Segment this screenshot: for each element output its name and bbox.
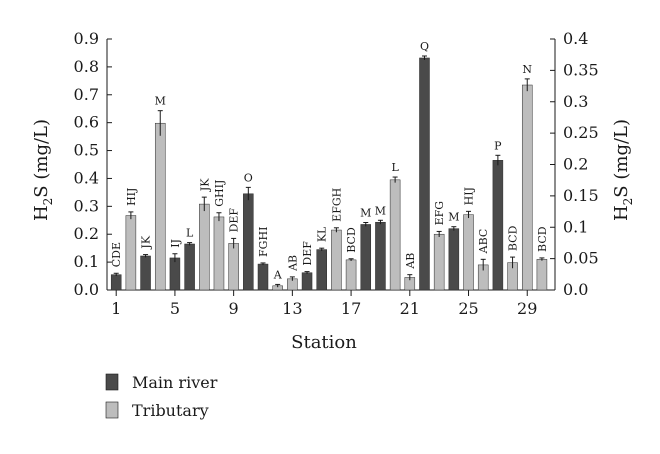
significance-label: ABC <box>477 229 490 255</box>
bar <box>199 203 210 291</box>
significance-label: FGHI <box>257 227 270 257</box>
significance-label: BCD <box>536 226 549 252</box>
y-tick-label-right: 0.0 <box>563 280 588 299</box>
y-tick-label-right: 0.3 <box>563 92 588 111</box>
bar <box>448 228 460 291</box>
legend-swatch-main-river <box>105 373 119 391</box>
legend: Main river Tributary <box>105 373 218 420</box>
y-tick-label-right: 0.1 <box>563 217 588 236</box>
y-tick-label-right: 0.35 <box>563 60 599 79</box>
bar <box>433 233 445 291</box>
significance-label: JK <box>198 178 211 192</box>
significance-label: M <box>155 95 166 108</box>
significance-label: CDE <box>110 242 123 267</box>
bar <box>521 84 533 291</box>
y-tick-label-right: 0.05 <box>563 249 599 268</box>
y-tick-label-left: 0.1 <box>74 252 99 271</box>
bar <box>257 263 269 291</box>
bar <box>184 243 195 291</box>
y-axis-title-left: H2S (mg/L) <box>31 119 55 221</box>
significance-label: DEF <box>228 208 241 233</box>
y-tick-label-right: 0.15 <box>563 186 599 205</box>
x-tick-label: 21 <box>400 299 420 318</box>
bar <box>228 243 239 291</box>
x-tick-label: 25 <box>458 299 478 318</box>
y-tick-label-left: 0.5 <box>74 141 99 160</box>
bar <box>154 122 166 291</box>
significance-label: Q <box>420 40 429 53</box>
bar <box>213 216 225 291</box>
x-tick-label: 13 <box>282 299 302 318</box>
y-tick-label-right: 0.4 <box>563 29 588 48</box>
bar <box>316 249 327 291</box>
y-tick-label-left: 0.2 <box>74 224 99 243</box>
bar <box>345 259 357 291</box>
bar <box>140 255 151 291</box>
significance-label: O <box>244 171 253 184</box>
bar <box>125 215 137 291</box>
significance-label: M <box>448 211 459 224</box>
significance-label: IJ <box>169 239 182 248</box>
y-axis-title-right: H2S (mg/L) <box>611 119 635 221</box>
significance-label: AB <box>404 253 417 270</box>
significance-label: P <box>494 139 502 152</box>
left-axis-title-group: H2S (mg/L) <box>31 119 55 221</box>
bar <box>360 224 372 291</box>
x-axis-title: Station <box>291 332 357 353</box>
y-tick-label-left: 0.0 <box>74 280 99 299</box>
bar <box>331 229 342 291</box>
significance-label: BCD <box>507 225 520 251</box>
y-tick-label-right: 0.2 <box>563 155 588 174</box>
significance-label: A <box>273 268 283 281</box>
bar <box>389 179 401 291</box>
significance-label: JK <box>140 235 153 249</box>
significance-label: HIJ <box>125 188 138 206</box>
x-tick-label: 9 <box>229 299 239 318</box>
bar <box>169 257 181 291</box>
y-tick-label-right: 0.25 <box>563 123 599 142</box>
significance-label: L <box>186 227 194 240</box>
legend-swatch-tributary <box>105 401 119 419</box>
x-tick-label: 1 <box>111 299 121 318</box>
bar <box>492 160 504 291</box>
bar <box>463 214 474 291</box>
y-tick-label-left: 0.3 <box>74 196 99 215</box>
y-tick-label-left: 0.7 <box>74 85 99 104</box>
right-axis-title-group: H2S (mg/L) <box>611 119 635 221</box>
significance-label: L <box>391 161 399 174</box>
significance-label: AB <box>286 255 299 272</box>
significance-label: BCD <box>345 227 358 253</box>
significance-label: N <box>522 63 532 76</box>
y-tick-label-left: 0.4 <box>74 168 99 187</box>
bar <box>110 274 122 291</box>
legend-label-main-river: Main river <box>132 373 218 392</box>
y-tick-label-left: 0.6 <box>74 113 99 132</box>
x-tick-label: 17 <box>341 299 361 318</box>
bar <box>536 259 548 291</box>
bar <box>375 221 386 291</box>
significance-label: M <box>360 207 371 220</box>
bar <box>243 193 254 291</box>
significance-label: KL <box>316 226 329 242</box>
bar <box>301 272 313 291</box>
significance-label: EFG <box>433 201 446 225</box>
significance-label: GHIJ <box>213 180 226 207</box>
y-tick-label-left: 0.8 <box>74 57 99 76</box>
legend-label-tributary: Tributary <box>132 401 209 420</box>
significance-label: M <box>375 204 386 217</box>
y-tick-label-left: 0.9 <box>74 29 99 48</box>
chart-axes: 0.0 0.1 0.2 0.3 0.4 0.5 0.6 0.7 0.8 0.9 0.0 0.05 0.1… <box>74 29 599 318</box>
significance-label: DEF <box>301 241 314 266</box>
significance-label: HIJ <box>463 187 476 205</box>
x-tick-label: 29 <box>517 299 537 318</box>
x-tick-label: 5 <box>170 299 180 318</box>
bar <box>419 57 430 291</box>
significance-label: EFGH <box>330 188 343 222</box>
bar-group <box>110 55 548 291</box>
